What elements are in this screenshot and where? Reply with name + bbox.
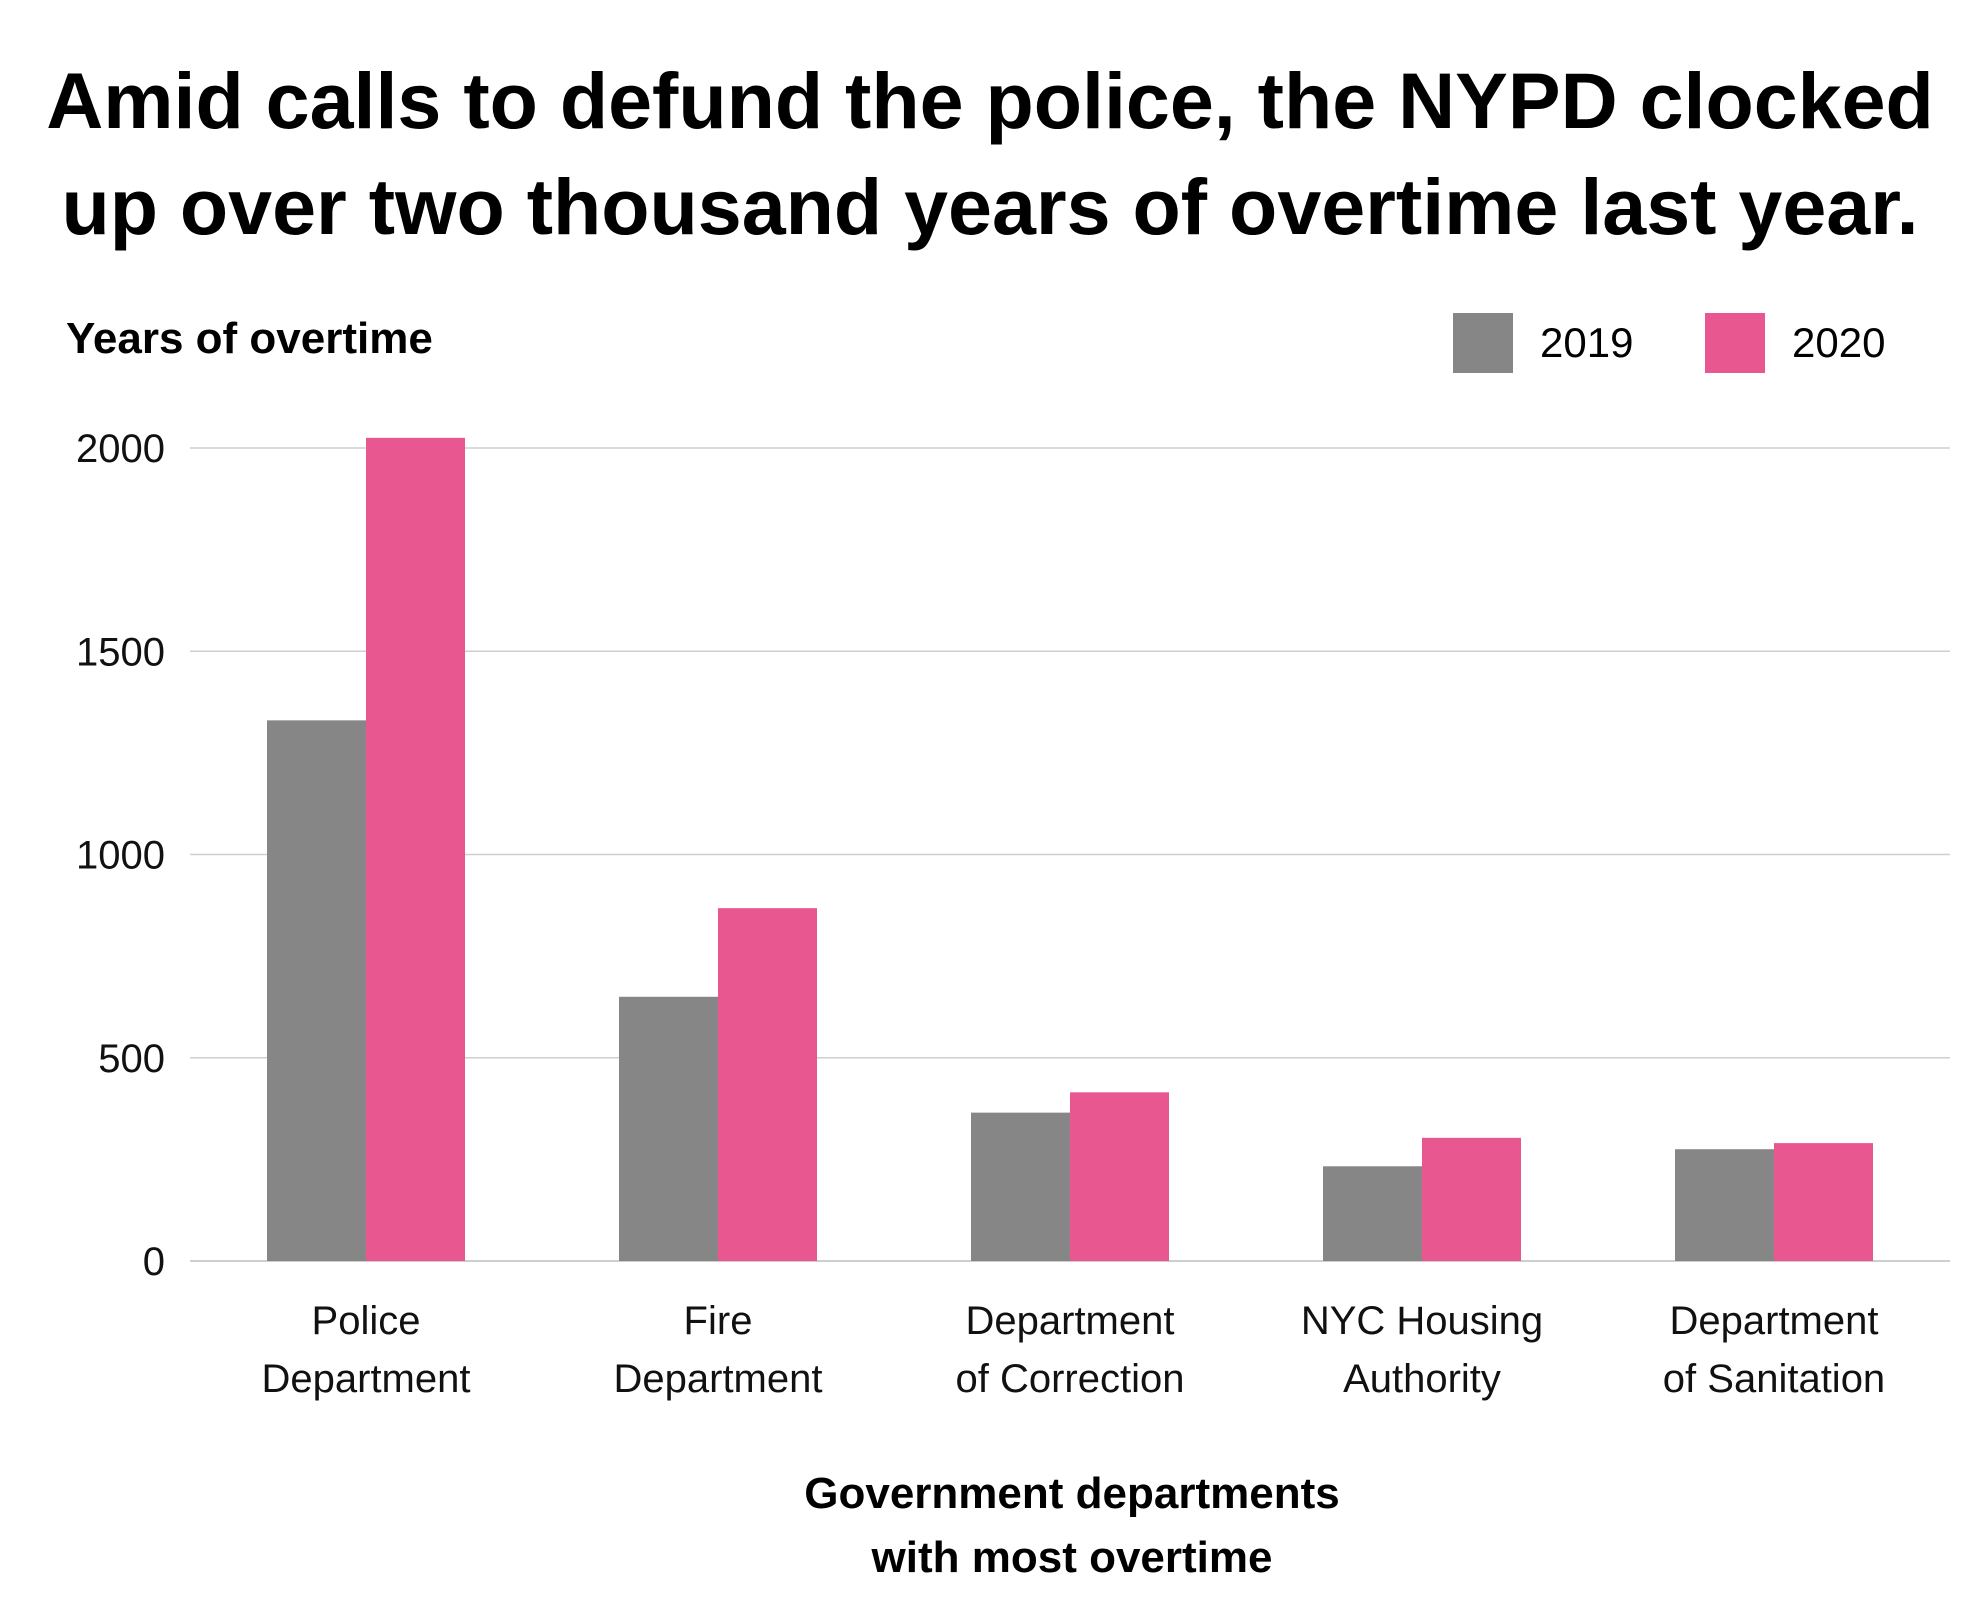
y-tick-label-1000: 1000 <box>76 834 165 878</box>
x-tick-label-line: Department <box>966 1299 1175 1343</box>
bar-2019-0 <box>267 720 366 1261</box>
x-tick-label-3: NYC Housing Authority <box>1301 1299 1543 1401</box>
x-tick-label-2: Department of Correction <box>956 1299 1185 1401</box>
chart-title: Amid calls to defund the police, the NYP… <box>30 48 1950 260</box>
x-tick-label-line: Department <box>1670 1299 1879 1343</box>
legend-item-2020: 2020 <box>1705 312 1885 374</box>
bar-2019-1 <box>619 996 718 1261</box>
chart-title-line-2: up over two thousand years of overtime l… <box>61 162 1919 251</box>
legend-swatch-2019 <box>1453 313 1513 373</box>
y-tick-label-2000: 2000 <box>76 427 165 471</box>
bar-2020-4 <box>1774 1143 1873 1261</box>
x-tick-label-line: Police <box>312 1299 421 1343</box>
chart-title-line-1: Amid calls to defund the police, the NYP… <box>46 56 1934 145</box>
x-axis-label: Government departments with most overtim… <box>672 1462 1472 1590</box>
legend-label-2019: 2019 <box>1540 319 1634 366</box>
y-tick-label-500: 500 <box>98 1037 165 1081</box>
x-tick-label-line: Fire <box>684 1299 753 1343</box>
x-tick-label-0: Police Department <box>262 1299 471 1401</box>
x-tick-label-line: Department <box>262 1357 471 1401</box>
bar-2020-2 <box>1070 1092 1169 1261</box>
bar-2020-1 <box>718 908 817 1261</box>
x-tick-label-line: Authority <box>1343 1357 1501 1401</box>
bar-2019-3 <box>1323 1166 1422 1261</box>
y-axis-label: Years of overtime <box>66 314 433 363</box>
x-tick-label-line: NYC Housing <box>1301 1299 1543 1343</box>
bar-2020-3 <box>1422 1137 1521 1261</box>
y-tick-label-1500: 1500 <box>76 630 165 674</box>
x-tick-label-line: Department <box>614 1357 823 1401</box>
x-tick-label-1: Fire Department <box>614 1299 823 1401</box>
x-tick-label-line: of Sanitation <box>1663 1357 1885 1401</box>
bar-2020-0 <box>366 437 465 1261</box>
x-axis-label-line-2: with most overtime <box>871 1533 1273 1582</box>
x-axis-label-line-1: Government departments <box>804 1469 1340 1518</box>
legend-label-2020: 2020 <box>1792 319 1886 366</box>
x-tick-label-line: of Correction <box>956 1357 1185 1401</box>
x-tick-label-4: Department of Sanitation <box>1663 1299 1885 1401</box>
bar-2019-4 <box>1675 1149 1774 1261</box>
legend-swatch-2020 <box>1705 313 1765 373</box>
legend-item-2019: 2019 <box>1453 312 1633 374</box>
bar-2019-2 <box>971 1112 1070 1261</box>
y-tick-label-0: 0 <box>143 1240 165 1284</box>
